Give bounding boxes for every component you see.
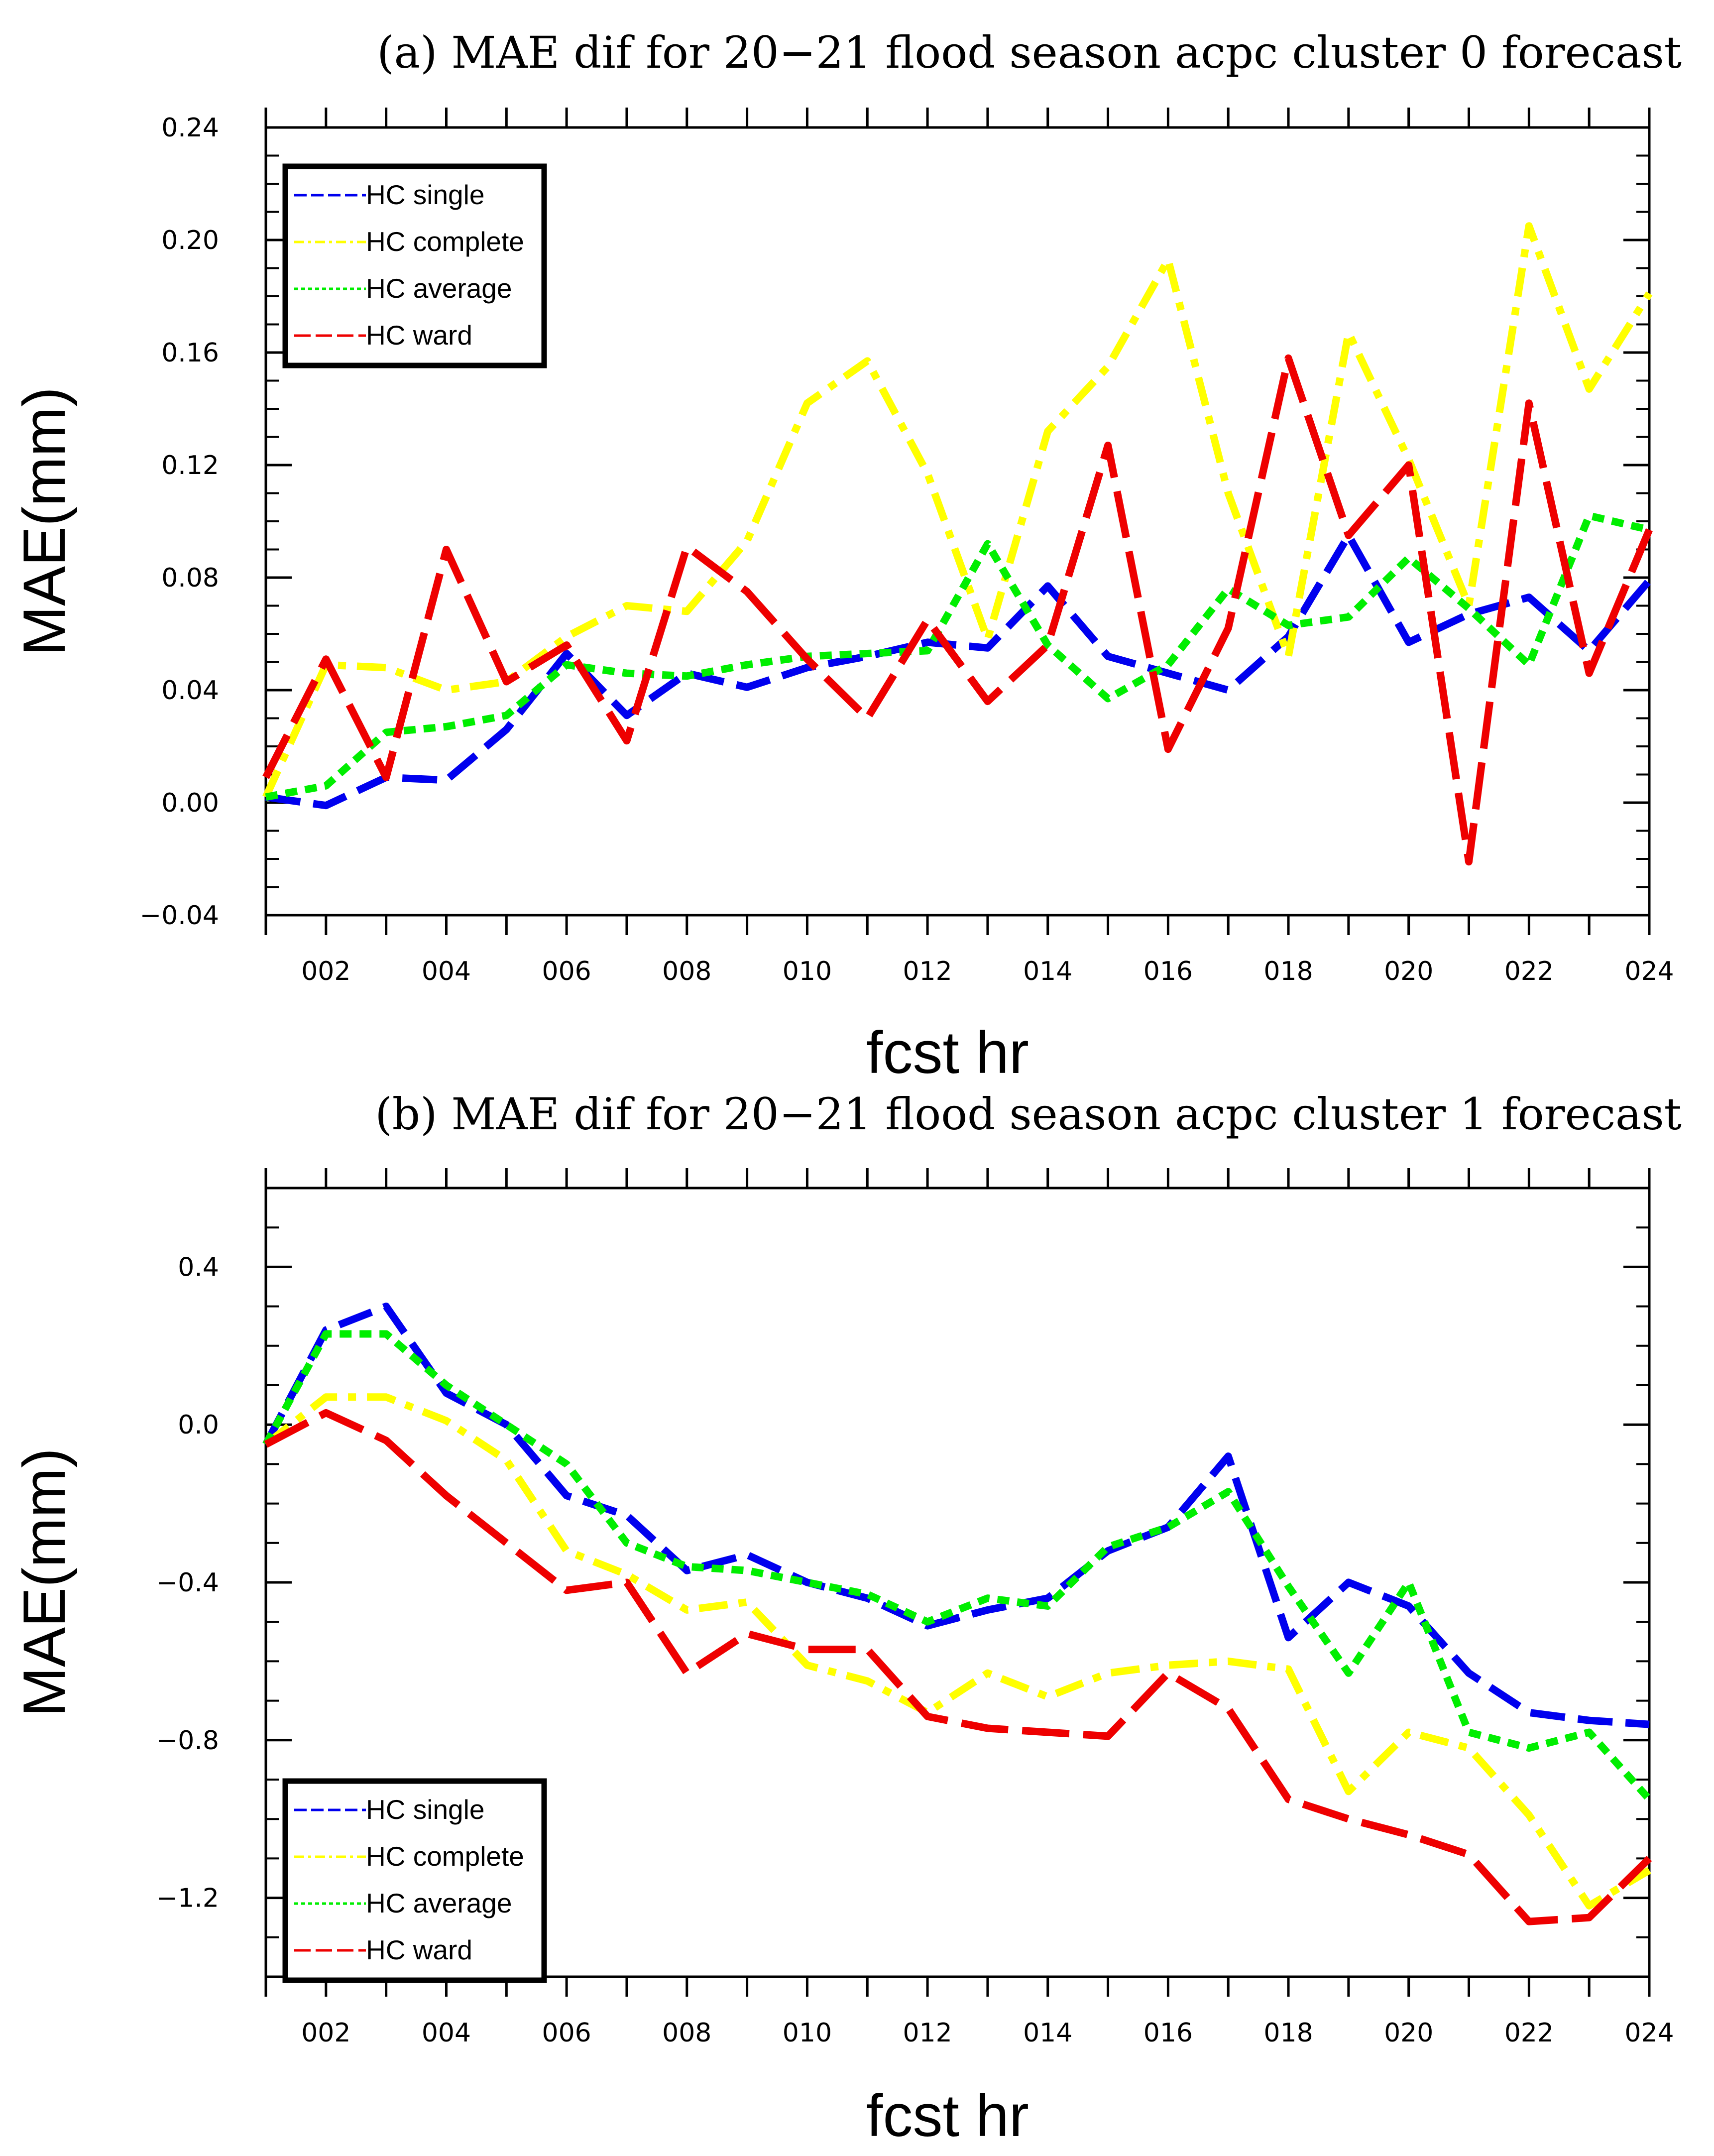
chart-title: (b) MAE dif for 20−21 flood season acpc …	[375, 1088, 1682, 1140]
x-tick-label: 004	[422, 957, 471, 986]
series-line-hc-single	[265, 531, 1652, 810]
x-tick-label: 016	[1143, 957, 1193, 986]
x-axis-ticks: 002 004 006 008 010 012 014 016 018 020 022 024	[264, 108, 1674, 986]
legend-box	[282, 1778, 547, 1983]
x-tick-label: 022	[1504, 2018, 1554, 2048]
x-tick-label: 014	[1023, 957, 1072, 986]
series-line-hc-complete	[262, 222, 1653, 799]
y-tick-label: −0.4	[156, 1568, 219, 1598]
series-line-hc-ward	[262, 354, 1653, 866]
x-tick-label: 016	[1143, 2018, 1193, 2048]
x-tick-label: 014	[1023, 2018, 1072, 2048]
y-tick-label: 0.0	[178, 1410, 219, 1440]
legend-label: HC ward	[366, 1934, 472, 1965]
series-line-hc-average	[262, 1330, 1652, 1802]
legend-label: HC complete	[366, 226, 524, 257]
series-lines	[262, 1303, 1652, 1925]
y-tick-label: 0.16	[161, 338, 219, 368]
y-tick-label: 0.24	[161, 113, 219, 143]
y-tick-label: 0.20	[161, 226, 219, 255]
y-axis-ticks: −1.2 −0.8 −0.4 0.0 0.4	[156, 1187, 1649, 1978]
y-axis-label: MAE(mm)	[11, 387, 78, 656]
x-tick-label: 020	[1384, 957, 1433, 986]
x-tick-label: 008	[662, 957, 711, 986]
legend-box	[282, 163, 547, 368]
y-tick-label: 0.12	[161, 451, 219, 480]
y-tick-label: 0.08	[161, 563, 219, 593]
x-tick-label: 006	[542, 2018, 591, 2048]
x-axis-label: fcst hr	[866, 2082, 1029, 2149]
x-tick-label: 018	[1263, 2018, 1313, 2048]
series-line-hc-ward	[264, 1409, 1652, 1925]
x-tick-label: 004	[422, 2018, 471, 2048]
x-tick-label: 022	[1504, 957, 1554, 986]
x-tick-label: 012	[903, 957, 952, 986]
x-axis-label: fcst hr	[866, 1019, 1029, 1086]
y-tick-label: −1.2	[156, 1884, 219, 1914]
chart-title: (a) MAE dif for 20−21 flood season acpc …	[377, 27, 1682, 78]
y-tick-label: 0.4	[178, 1252, 219, 1282]
x-tick-label: 024	[1624, 2018, 1674, 2048]
panel-a: (a) MAE dif for 20−21 flood season acpc …	[11, 27, 1682, 1086]
legend: HC single HC complete HC average HC ward	[282, 163, 547, 368]
x-tick-label: 010	[783, 957, 832, 986]
legend-label: HC single	[366, 179, 484, 210]
x-tick-label: 018	[1263, 957, 1313, 986]
x-tick-label: 024	[1624, 957, 1674, 986]
y-tick-label: −0.8	[156, 1726, 219, 1756]
legend: HC single HC complete HC average HC ward	[282, 1778, 547, 1983]
y-axis-label: MAE(mm)	[11, 1448, 78, 1717]
x-tick-label: 010	[783, 2018, 832, 2048]
legend-label: HC average	[366, 273, 512, 304]
x-tick-label: 002	[301, 957, 350, 986]
series-lines	[262, 222, 1653, 866]
x-tick-label: 006	[542, 957, 591, 986]
y-axis-ticks: −0.04 0.00 0.04 0.08 0.12 0.16 0.20 0.24	[140, 113, 1649, 931]
y-tick-label: 0.04	[161, 676, 219, 706]
x-tick-label: 002	[301, 2018, 350, 2048]
panel-b: (b) MAE dif for 20−21 flood season acpc …	[11, 1088, 1682, 2149]
legend-label: HC complete	[366, 1841, 524, 1872]
x-tick-label: 008	[662, 2018, 711, 2048]
y-tick-label: −0.04	[140, 901, 219, 931]
series-line-hc-average	[265, 512, 1650, 801]
y-tick-label: 0.00	[161, 788, 219, 818]
x-axis-ticks: 002 004 006 008 010 012 014 016 018 020 022 024	[264, 1168, 1674, 2048]
x-tick-label: 020	[1384, 2018, 1433, 2048]
x-tick-label: 012	[903, 2018, 952, 2048]
legend-label: HC single	[366, 1794, 484, 1825]
legend-label: HC ward	[366, 320, 472, 351]
series-line-hc-complete	[263, 1393, 1651, 1910]
legend-label: HC average	[366, 1888, 512, 1918]
